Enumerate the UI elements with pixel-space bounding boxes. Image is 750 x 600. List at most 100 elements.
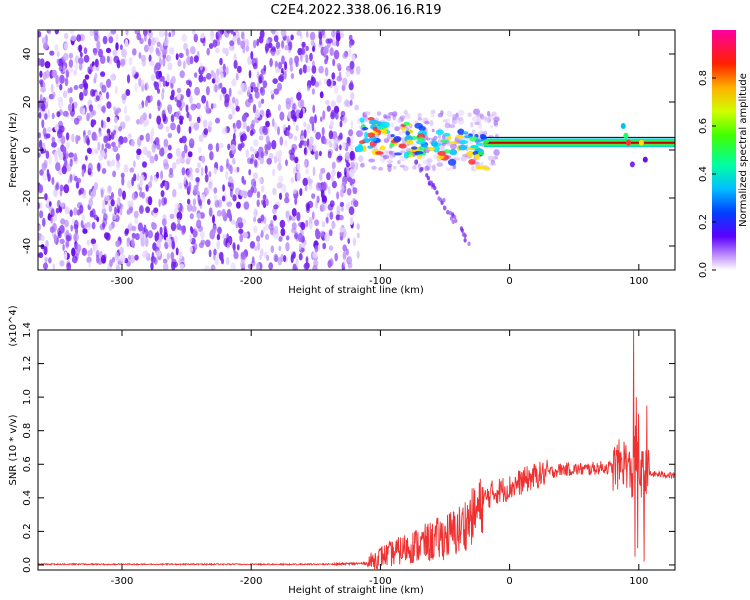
noise-blob [38,202,41,209]
noise-blob [291,227,297,234]
noise-blob [118,126,122,132]
noise-blob [262,194,267,201]
noise-blob [161,48,168,56]
noise-blob [177,59,182,67]
noise-blob [62,146,67,155]
noise-blob [273,225,279,235]
noise-blob [319,116,323,122]
noise-blob [279,219,286,229]
noise-blob [344,99,350,107]
noise-blob [356,250,360,259]
noise-blob [363,111,371,116]
noise-blob [300,47,306,55]
noise-blob [100,188,104,198]
signal-blob [375,151,384,155]
noise-blob [390,122,395,128]
noise-blob [113,129,117,135]
noise-blob [271,139,277,150]
noise-blob [173,235,178,244]
signal-blob [458,140,469,145]
noise-blob [279,136,284,146]
noise-blob [55,162,61,172]
noise-blob [331,180,337,189]
noise-blob [249,93,253,100]
signal-blob [455,134,465,139]
noise-blob [489,162,496,166]
noise-blob [80,51,83,58]
noise-blob [300,135,305,141]
noise-blob [91,147,95,156]
noise-blob [167,152,173,159]
noise-blob [190,103,196,111]
noise-blob [252,186,257,194]
noise-blob [264,43,270,53]
noise-blob [335,32,341,42]
noise-blob [126,179,133,189]
noise-blob [305,219,309,228]
signal-blob [477,150,485,156]
noise-blob [296,171,301,182]
noise-blob [200,32,205,39]
noise-blob [273,204,279,210]
noise-blob [63,32,69,40]
noise-blob [282,255,287,262]
noise-blob [154,153,159,162]
y-tick-label: 40 [22,48,33,61]
noise-blob [257,241,261,251]
noise-blob [200,134,204,143]
noise-blob [149,135,154,145]
noise-blob [236,244,240,251]
noise-blob [188,126,192,134]
noise-blob [220,257,225,265]
noise-blob [264,224,269,231]
noise-blob [216,68,220,77]
signal-blob [449,148,458,156]
tail-blob [435,190,439,195]
noise-blob [39,70,43,78]
noise-blob [212,224,218,233]
noise-blob [203,128,209,136]
x-tick-label: -200 [240,576,263,587]
noise-blob [331,168,336,177]
noise-blob [134,233,140,241]
x-tick-label: -300 [111,276,134,287]
noise-blob [484,116,488,121]
noise-blob [256,82,260,88]
noise-blob [123,164,129,173]
noise-blob [269,58,273,67]
noise-blob [229,182,234,192]
noise-blob [493,155,498,160]
noise-blob [215,117,220,124]
noise-blob [271,46,277,53]
noise-blob [62,110,69,117]
noise-blob [294,232,298,240]
noise-blob [347,238,351,244]
noise-blob [127,200,132,208]
noise-blob [134,254,139,261]
noise-blob [303,262,310,270]
signal-blob [642,156,648,163]
noise-blob [371,165,377,170]
noise-blob [242,179,247,185]
noise-blob [166,252,170,260]
signal-blob [447,158,457,166]
noise-blob [342,251,347,260]
noise-blob [41,119,45,129]
noise-blob [331,161,336,170]
signal-blob [440,139,449,143]
noise-blob [196,116,201,124]
noise-blob [345,70,351,78]
noise-blob [208,120,213,128]
noise-blob [86,147,92,154]
noise-blob [436,162,444,167]
signal-blob [393,136,402,143]
noise-blob [230,219,236,225]
noise-blob [121,48,127,58]
noise-blob [334,252,339,262]
noise-blob [311,211,315,220]
noise-blob [321,30,325,36]
noise-blob [339,201,345,208]
noise-blob [172,188,177,198]
noise-blob [223,126,228,136]
